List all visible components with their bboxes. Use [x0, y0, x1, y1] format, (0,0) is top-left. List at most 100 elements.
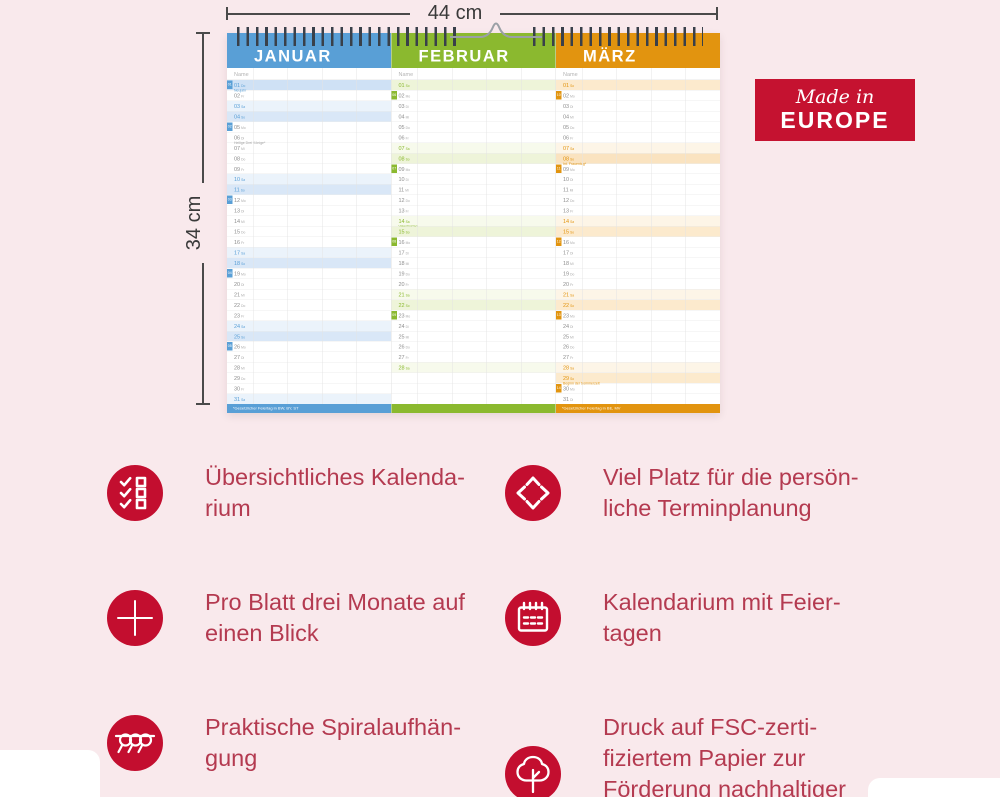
day-row: 22So: [391, 299, 556, 311]
weekday-abbrev: Mo: [570, 94, 575, 99]
day-number: 24: [398, 323, 405, 330]
day-row: 13Di: [227, 206, 391, 217]
feature-item: Praktische Spiralaufhän- gung: [107, 712, 535, 774]
day-row: 22So: [556, 299, 720, 311]
day-number: 21: [234, 291, 241, 298]
day-row: 12 16Mo: [556, 237, 720, 248]
day-number: 11: [563, 187, 569, 194]
day-row: 04So: [227, 111, 391, 122]
day-number: 27: [563, 354, 570, 361]
day-number: 15: [398, 229, 405, 236]
day-number: 30: [563, 386, 570, 393]
dimension-width-tick-left: [226, 7, 228, 20]
day-row: 07 09Mo: [391, 164, 556, 175]
week-number-tab: 14: [556, 384, 562, 393]
day-row: 15Do: [227, 227, 391, 238]
week-number-tab: 12: [556, 237, 562, 247]
day-number: 08: [563, 155, 570, 162]
day-row: [392, 394, 556, 404]
day-row: 21Sa: [391, 289, 556, 300]
day-row: 05Do: [556, 122, 720, 133]
day-row: 15So: [556, 226, 720, 238]
weekday-abbrev: Sa: [570, 367, 575, 371]
weekday-abbrev: Di: [405, 252, 409, 256]
weekday-abbrev: Fr: [241, 168, 245, 172]
day-rows: 01So 06 02Mo 03Di 04Mi 05Do 06Fr 07Sa 08So 07 09Mo…: [391, 80, 556, 404]
day-row: 18So: [227, 257, 391, 269]
day-number: 07: [234, 145, 241, 152]
dimension-height-line-bottom: [202, 263, 204, 404]
day-number: 04: [234, 113, 241, 120]
weekday-abbrev: Sa: [241, 105, 246, 109]
day-number: 24: [234, 323, 241, 330]
spiral-binding-icon: [107, 715, 163, 771]
day-number: 09: [234, 166, 241, 173]
badge-line1: Made in: [795, 86, 875, 108]
day-number: 03: [234, 103, 241, 110]
day-row: 05 26Mo: [227, 342, 391, 353]
weekday-abbrev: Do: [570, 199, 575, 204]
week-number-tab: 05: [227, 342, 233, 351]
badge-line2: EUROPE: [780, 107, 890, 133]
weekday-abbrev: Sa: [570, 293, 575, 298]
made-in-europe-badge: Made in EUROPE: [755, 79, 915, 141]
day-number: 11: [398, 187, 405, 194]
weekday-abbrev: Fr: [570, 356, 574, 361]
weekday-abbrev: Mi: [405, 115, 410, 120]
day-row: 24Di: [556, 321, 720, 332]
day-row: 22Do: [227, 300, 391, 311]
day-number: 25: [398, 333, 405, 340]
day-number: 18: [563, 260, 570, 267]
weekday-abbrev: Fr: [405, 136, 409, 141]
day-number: 19: [398, 270, 405, 277]
weekday-abbrev: Mo: [570, 241, 575, 246]
day-row: 13Fr: [556, 206, 720, 217]
spiral-binding: [533, 27, 703, 46]
name-header: Name: [227, 68, 391, 80]
day-row: [391, 373, 556, 384]
day-row: 11 09Mo: [556, 164, 720, 175]
weekday-abbrev: So: [405, 304, 410, 308]
day-number: 21: [398, 291, 405, 298]
day-row: 06Di Heilige Drei Könige*: [227, 132, 391, 145]
day-number: 16: [563, 239, 570, 246]
day-row: 04Mi: [391, 111, 556, 122]
weekday-abbrev: Fr: [241, 388, 245, 392]
weekday-abbrev: So: [570, 377, 575, 382]
weekday-abbrev: Di: [241, 136, 245, 141]
weekday-abbrev: Sa: [405, 367, 410, 371]
day-row: 16Fr: [227, 237, 391, 248]
day-rows: 01So 10 02Mo 03Di 04Mi 05Do 06Fr 07Sa 08So Int. F…: [556, 80, 720, 404]
spiral-binding: [237, 27, 457, 46]
day-number: 26: [563, 344, 570, 351]
weekday-abbrev: Mo: [405, 314, 411, 319]
day-number: 07: [398, 145, 405, 152]
day-row: 11So: [227, 184, 391, 196]
day-row: 06Fr: [391, 132, 556, 143]
week-number-tab: 09: [391, 310, 397, 320]
weekday-abbrev: Sa: [241, 398, 246, 403]
day-row: 11Mi: [556, 185, 720, 196]
day-number: 19: [234, 270, 241, 277]
day-row: 17Di: [556, 248, 720, 258]
checklist-icon: [107, 465, 163, 521]
day-number: 12: [563, 197, 570, 204]
day-number: 15: [234, 229, 241, 236]
day-row: 09 23Mo: [391, 310, 556, 321]
day-number: 29: [234, 375, 241, 382]
day-number: 01: [563, 82, 570, 89]
feature-item: Pro Blatt drei Monate auf einen Blick: [107, 587, 535, 649]
day-number: 18: [398, 260, 405, 267]
day-number: 22: [398, 302, 405, 309]
weekday-abbrev: So: [241, 115, 246, 120]
day-number: 02: [398, 92, 405, 99]
weekday-abbrev: Mo: [570, 388, 575, 392]
day-row: 14Mi: [227, 216, 391, 227]
weekday-abbrev: Do: [570, 272, 575, 277]
feature-text: Druck auf FSC-zerti- fiziertem Papier zu…: [603, 714, 846, 800]
weekday-abbrev: Do: [405, 272, 410, 277]
day-row: 27Fr: [556, 352, 720, 363]
weekday-abbrev: Mo: [570, 168, 575, 172]
day-row: 19Do: [556, 268, 720, 279]
weekday-abbrev: Di: [405, 325, 409, 329]
